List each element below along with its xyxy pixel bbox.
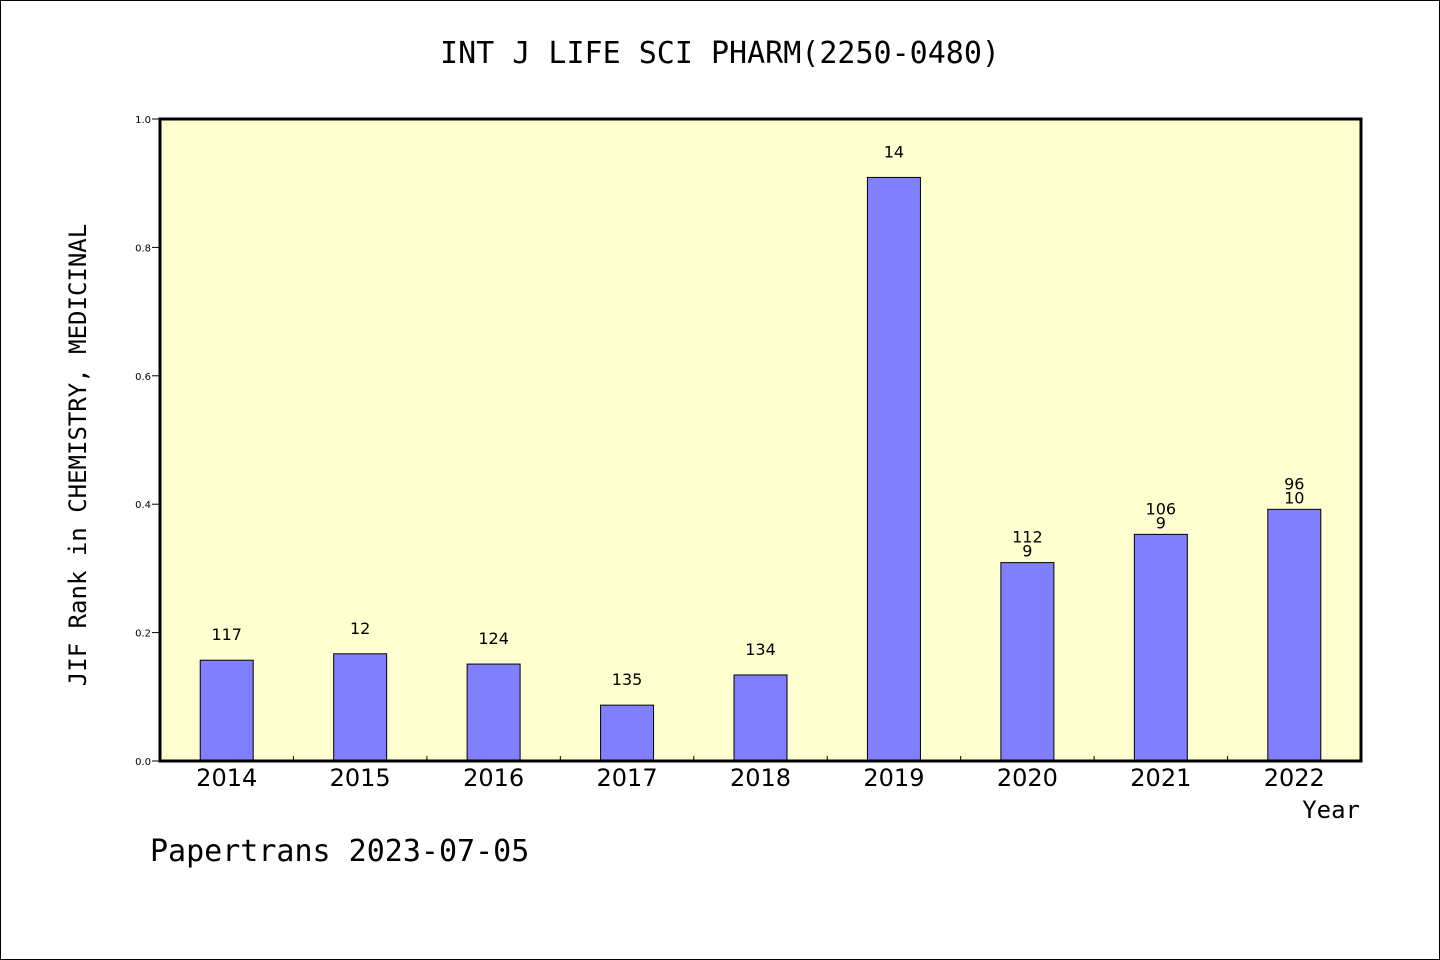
bar-2018 — [733, 674, 788, 762]
x-tick-label: 2014 — [196, 764, 257, 792]
bar-2014 — [199, 659, 254, 762]
data-label: 124 — [478, 629, 509, 648]
x-tick-label: 2015 — [330, 764, 391, 792]
bar-2022 — [1267, 508, 1322, 762]
data-label: 10 — [1284, 488, 1304, 507]
bar-2019 — [866, 176, 921, 762]
x-tick-label: 2021 — [1130, 764, 1191, 792]
y-tick-label: 0.8 — [135, 243, 151, 254]
x-tick-label: 2016 — [463, 764, 524, 792]
data-label: 117 — [211, 625, 242, 644]
data-label: 14 — [884, 142, 904, 161]
x-axis-label: Year — [1302, 796, 1360, 824]
data-label: 106 — [1146, 499, 1177, 518]
data-label: 112 — [1012, 528, 1043, 547]
x-tick-label: 2019 — [863, 764, 924, 792]
bar-2016 — [466, 663, 521, 762]
footer-credit: Papertrans 2023-07-05 — [150, 834, 530, 869]
bar-2015 — [333, 653, 388, 762]
data-label: 9 — [1156, 513, 1166, 532]
plot-border — [158, 117, 1363, 763]
bar-2021 — [1133, 533, 1188, 762]
bar-2017 — [600, 704, 655, 762]
data-label: 9 — [1022, 542, 1032, 561]
data-label: 96 — [1284, 474, 1304, 493]
x-tick-label: 2017 — [597, 764, 658, 792]
chart-title: INT J LIFE SCI PHARM(2250-0480) — [440, 36, 1000, 71]
data-label: 12 — [350, 619, 370, 638]
x-tick-label: 2022 — [1264, 764, 1325, 792]
y-tick-label: 0.6 — [135, 372, 151, 383]
y-tick-label: 0.2 — [135, 629, 151, 640]
data-label: 135 — [612, 670, 643, 689]
x-tick-label: 2018 — [730, 764, 791, 792]
y-tick-label: 0.4 — [135, 500, 151, 511]
x-tick-label: 2020 — [997, 764, 1058, 792]
data-label: 134 — [745, 640, 776, 659]
y-tick-label: 1.0 — [135, 115, 151, 126]
bar-2020 — [1000, 562, 1055, 762]
y-tick-label: 0.0 — [135, 757, 151, 768]
